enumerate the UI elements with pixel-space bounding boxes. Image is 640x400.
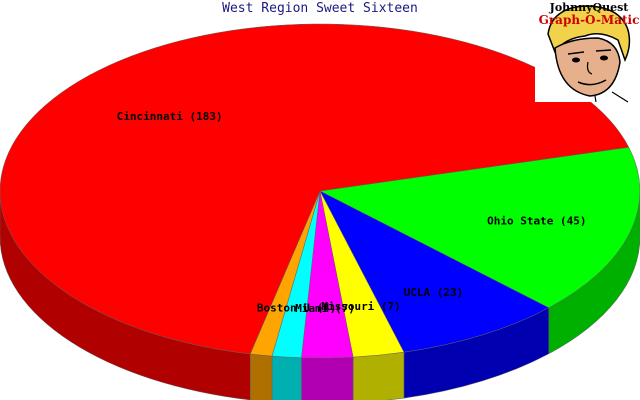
pie-slices [0,23,640,359]
pie-label-miami: Miami (7) [295,302,355,315]
pie-slice-ucla [319,190,550,353]
chart-title: West Region Sweet Sixteen [222,1,418,16]
pie-label-ucla: UCLA (23) [404,286,464,299]
pie-slice-cincinnati [0,23,630,355]
pie-side-boston-u [271,355,302,400]
pie-label-missouri: Missouri (7) [321,300,400,313]
pie-side-other [249,353,273,400]
pie-side-miami [301,356,354,400]
pie-side-missouri [352,351,405,400]
boy-face-icon [535,0,640,103]
logo-line-1: JohnnyQuest [549,1,630,14]
pie-label-cincinnati: Cincinnati (183) [117,110,223,123]
pie-label-ohio-state: Ohio State (45) [487,214,586,227]
pie-labels: Ohio State (45) UCLA (23) Missouri (7)Miam… [117,110,587,315]
logo: JohnnyQuest Graph-O-Matic [535,0,640,103]
logo-line-2: Graph-O-Matic [539,13,640,27]
pie-slice-ohio-state [319,146,640,309]
pie-label-boston-u: Boston U (4) [257,301,336,314]
